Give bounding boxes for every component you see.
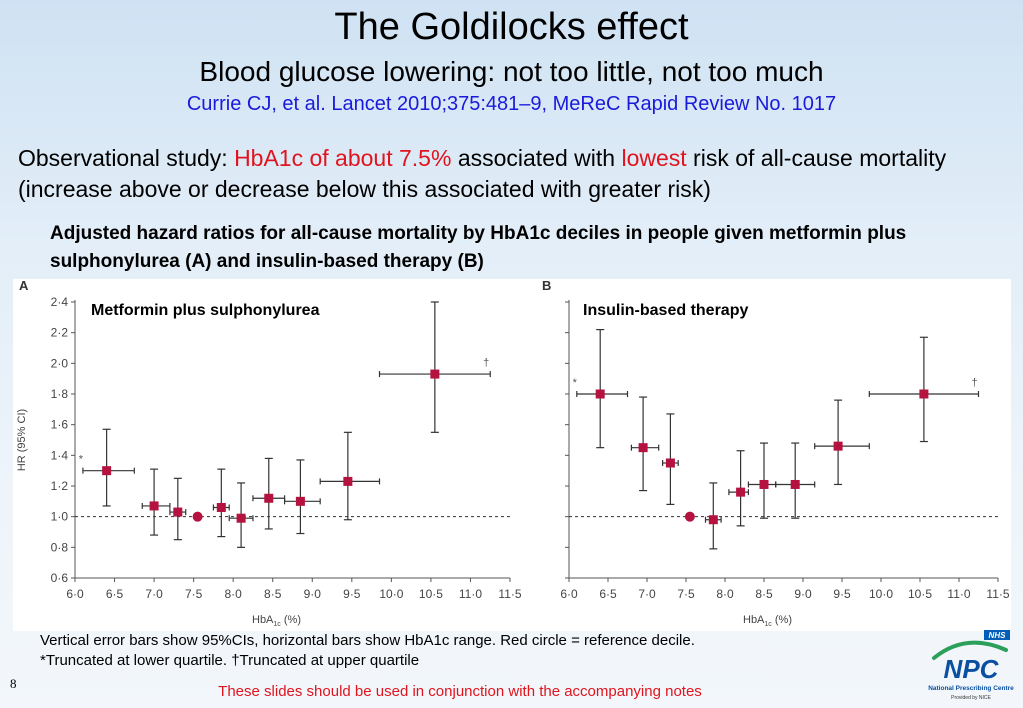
x-tick-label: 11·5 — [498, 587, 521, 601]
x-tick-label: 10·5 — [419, 587, 443, 601]
point-annotation: * — [79, 454, 84, 466]
data-point — [102, 466, 112, 476]
x-tick-label: 8·5 — [264, 587, 282, 601]
y-axis-label: HR (95% CI) — [16, 409, 28, 471]
data-point — [173, 507, 183, 517]
statement-text-3: risk of all-cause mortality (increase ab… — [18, 145, 947, 202]
x-tick-label: 8·0 — [225, 587, 243, 601]
panel-label: A — [19, 279, 29, 293]
data-point — [295, 496, 305, 506]
nhs-badge-icon — [984, 630, 1010, 640]
x-axis-label-main: HbA — [252, 614, 274, 626]
x-tick-label: 7·0 — [638, 587, 656, 601]
x-tick-label: 9·5 — [343, 587, 361, 601]
x-tick-label: 10·0 — [869, 587, 893, 601]
panel-label: B — [542, 279, 551, 293]
y-tick-label: 1·8 — [51, 387, 69, 401]
data-point — [736, 487, 746, 497]
data-point — [595, 389, 605, 399]
swoosh-icon — [932, 640, 1008, 660]
x-axis-label: HbA1c (%) — [252, 614, 301, 628]
x-tick-label: 7·5 — [185, 587, 203, 601]
reference-point — [684, 511, 695, 522]
data-point — [708, 515, 718, 525]
npc-logo: NHS NPC National Prescribing Centre Prov… — [928, 630, 1014, 701]
chart-svg: A Metformin plus sulphonylurea 6·0 6·5 7·0 7·… — [16, 279, 1010, 628]
point-annotation: * — [573, 377, 578, 389]
data-point — [430, 369, 440, 379]
statement-text-1: Observational study: — [18, 145, 235, 171]
study-statement: Observational study: HbA1c of about 7.5%… — [18, 143, 1018, 205]
x-axis-label: HbA1c (%) — [743, 614, 792, 628]
data-point — [759, 479, 769, 489]
x-tick-label: 9·5 — [833, 587, 851, 601]
npc-provided-by: Provided by NICE — [951, 695, 991, 701]
slide-subtitle: Blood glucose lowering: not too little, … — [199, 56, 824, 87]
y-tick-label: 1·6 — [51, 418, 69, 432]
point-annotation: † — [971, 377, 977, 389]
chart-title: Metformin plus sulphonylurea — [91, 302, 320, 319]
x-tick-label: 10·0 — [379, 587, 403, 601]
y-tick-label: 1·4 — [51, 448, 69, 462]
y-tick-label: 0·6 — [51, 571, 69, 585]
data-point — [919, 389, 929, 399]
nhs-badge-text: NHS — [989, 631, 1007, 640]
point-annotation: † — [483, 357, 489, 369]
npc-wordmark: NPC — [944, 654, 1000, 684]
x-tick-label: 9·0 — [304, 587, 322, 601]
x-tick-label: 7·0 — [145, 587, 163, 601]
data-point — [638, 443, 648, 453]
slide-title: The Goldilocks effect — [334, 6, 689, 48]
chart-panel: A Metformin plus sulphonylurea 6·0 6·5 7·0 7·… — [13, 279, 1011, 631]
x-tick-label: 6·0 — [66, 587, 84, 601]
x-tick-label: 6·5 — [106, 587, 124, 601]
npc-tagline: National Prescribing Centre — [928, 685, 1014, 692]
x-tick-label: 11·0 — [947, 587, 970, 601]
y-tick-label: 2·4 — [51, 295, 69, 309]
chart-b: B Insulin-based therapy 6·0 6·5 7·0 7·5 8·0 8·5… — [542, 279, 1010, 628]
chart-heading: Adjusted hazard ratios for all-cause mor… — [50, 223, 907, 272]
x-tick-label: 8·5 — [755, 587, 773, 601]
y-tick-label: 1·2 — [51, 479, 69, 493]
statement-highlight-hba1c: HbA1c of about 7.5% — [234, 145, 452, 171]
data-point — [833, 441, 843, 451]
data-point — [264, 493, 274, 503]
statement-text-2: associated with — [451, 145, 622, 171]
data-point — [790, 479, 800, 489]
x-tick-label: 6·5 — [599, 587, 617, 601]
x-tick-label: 8·0 — [716, 587, 734, 601]
y-tick-label: 2·0 — [51, 356, 69, 370]
reference-point — [192, 511, 203, 522]
chart-a: A Metformin plus sulphonylurea 6·0 6·5 7·0 7·… — [16, 279, 522, 628]
x-tick-label: 9·0 — [794, 587, 812, 601]
data-point — [343, 476, 353, 486]
x-tick-label: 11·0 — [459, 587, 482, 601]
x-axis-label-main: HbA — [743, 614, 765, 626]
chart-title: Insulin-based therapy — [583, 302, 748, 319]
disclaimer: These slides should be used in conjuncti… — [218, 683, 702, 700]
data-point — [665, 458, 675, 468]
footnote-line-2: *Truncated at lower quartile. †Truncated… — [40, 652, 420, 669]
y-tick-label: 2·2 — [51, 326, 69, 340]
x-axis-label-unit: (%) — [772, 614, 792, 626]
data-point — [236, 513, 246, 523]
footnote: Vertical error bars show 95%CIs, horizon… — [40, 631, 940, 671]
statement-highlight-lowest: lowest — [621, 145, 687, 171]
x-tick-label: 11·5 — [986, 587, 1009, 601]
y-tick-label: 1·0 — [51, 510, 69, 524]
x-tick-label: 6·0 — [560, 587, 578, 601]
x-axis-label-sub: 1c — [764, 621, 772, 628]
footnote-line-1: Vertical error bars show 95%CIs, horizon… — [40, 632, 695, 649]
x-tick-label: 7·5 — [677, 587, 695, 601]
slide-number: 8 — [10, 676, 17, 691]
y-tick-label: 0·8 — [51, 540, 69, 554]
x-tick-label: 10·5 — [908, 587, 932, 601]
data-point — [216, 502, 226, 512]
citation: Currie CJ, et al. Lancet 2010;375:481–9,… — [186, 93, 837, 115]
x-axis-label-unit: (%) — [281, 614, 301, 626]
data-point — [149, 501, 159, 511]
x-axis-label-sub: 1c — [273, 621, 281, 628]
